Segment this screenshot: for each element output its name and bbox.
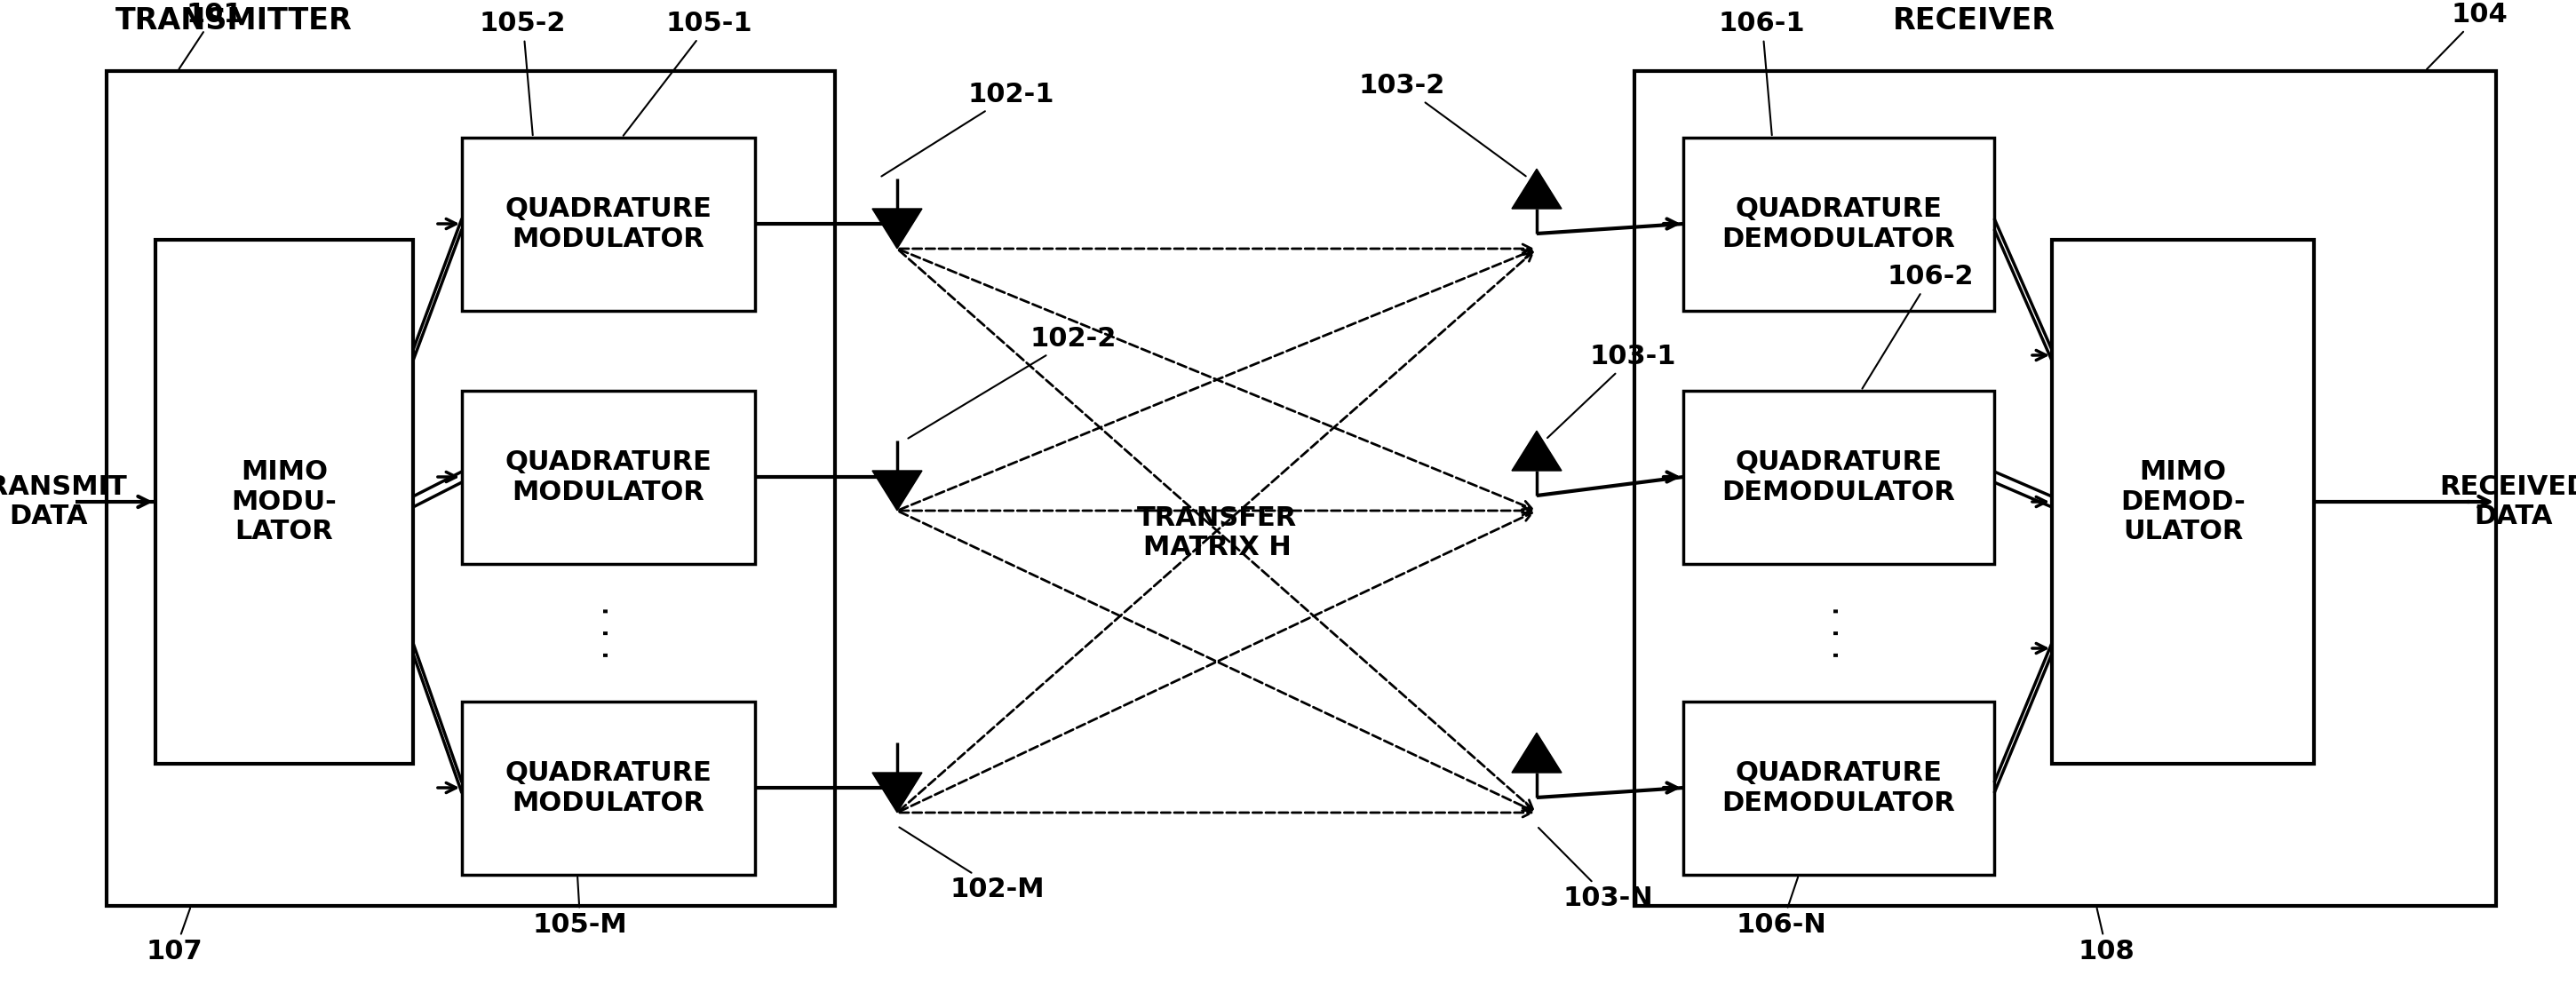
Text: MIMO
MODU-
LATOR: MIMO MODU- LATOR	[232, 459, 337, 544]
Bar	[1682, 702, 1994, 875]
Text: 101: 101	[178, 2, 242, 69]
Bar	[461, 391, 755, 563]
Text: 102-2: 102-2	[909, 326, 1118, 438]
Text: 106-2: 106-2	[1862, 264, 1973, 389]
Text: RECEIVED
DATA: RECEIVED DATA	[2439, 474, 2576, 529]
Text: 102-1: 102-1	[881, 82, 1054, 176]
Bar	[155, 240, 412, 764]
Text: · · ·: · · ·	[1821, 605, 1855, 660]
Polygon shape	[1512, 169, 1561, 209]
Polygon shape	[873, 471, 922, 510]
Bar	[106, 71, 835, 906]
Bar	[461, 702, 755, 875]
Text: MIMO
DEMOD-
ULATOR: MIMO DEMOD- ULATOR	[2120, 459, 2246, 544]
Polygon shape	[873, 773, 922, 812]
Bar	[2053, 240, 2313, 764]
Text: 102-M: 102-M	[899, 828, 1046, 902]
Text: QUADRATURE
MODULATOR: QUADRATURE MODULATOR	[505, 450, 711, 505]
Bar	[461, 138, 755, 310]
Text: 105-1: 105-1	[623, 11, 752, 136]
Text: · · ·: · · ·	[592, 605, 626, 660]
Bar	[1633, 71, 2496, 906]
Polygon shape	[873, 209, 922, 249]
Text: QUADRATURE
DEMODULATOR: QUADRATURE DEMODULATOR	[1721, 197, 1955, 252]
Text: 103-N: 103-N	[1538, 828, 1654, 911]
Text: TRANSMITTER: TRANSMITTER	[116, 6, 353, 35]
Bar	[1682, 138, 1994, 310]
Text: 103-1: 103-1	[1548, 344, 1677, 437]
Text: RECEIVER: RECEIVER	[1893, 6, 2056, 35]
Polygon shape	[1512, 733, 1561, 773]
Text: QUADRATURE
MODULATOR: QUADRATURE MODULATOR	[505, 760, 711, 816]
Text: 107: 107	[147, 908, 204, 965]
Polygon shape	[1512, 430, 1561, 471]
Text: 106-1: 106-1	[1718, 11, 1806, 135]
Text: TRANSMIT
DATA: TRANSMIT DATA	[0, 474, 129, 529]
Text: 106-N: 106-N	[1736, 877, 1826, 937]
Text: 104: 104	[2427, 2, 2509, 70]
Text: 105-2: 105-2	[479, 11, 567, 135]
Text: QUADRATURE
DEMODULATOR: QUADRATURE DEMODULATOR	[1721, 450, 1955, 505]
Text: QUADRATURE
DEMODULATOR: QUADRATURE DEMODULATOR	[1721, 760, 1955, 816]
Text: TRANSFER
MATRIX H: TRANSFER MATRIX H	[1136, 505, 1296, 560]
Text: QUADRATURE
MODULATOR: QUADRATURE MODULATOR	[505, 197, 711, 252]
Text: 108: 108	[2079, 908, 2136, 965]
Bar	[1682, 391, 1994, 563]
Text: 103-2: 103-2	[1360, 73, 1525, 176]
Text: 105-M: 105-M	[533, 877, 629, 937]
